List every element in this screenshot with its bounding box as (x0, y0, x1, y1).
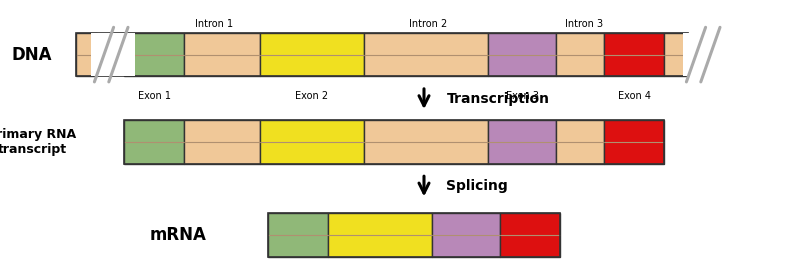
Text: Intron 1: Intron 1 (195, 19, 234, 29)
Text: Transcription: Transcription (446, 92, 550, 106)
Text: Splicing: Splicing (446, 179, 508, 193)
Bar (488, 33, 556, 76)
Bar (364, 120, 488, 164)
Bar (328, 213, 432, 257)
Bar (364, 33, 488, 76)
Bar (432, 213, 500, 257)
Text: Intron 3: Intron 3 (565, 19, 603, 29)
Bar (604, 33, 664, 76)
Text: Exon 4: Exon 4 (618, 91, 651, 102)
Bar (124, 120, 184, 164)
Text: Primary RNA
transcript: Primary RNA transcript (0, 128, 77, 156)
Bar (184, 33, 260, 76)
Text: mRNA: mRNA (150, 226, 206, 244)
Bar (268, 213, 560, 257)
Bar (124, 120, 664, 164)
Bar (124, 33, 184, 76)
Bar (268, 213, 328, 257)
Bar (96, 33, 97, 76)
Bar (260, 120, 364, 164)
Bar (91, 33, 135, 76)
Bar (184, 120, 260, 164)
Bar (260, 33, 364, 76)
Bar (556, 33, 604, 76)
Bar (664, 33, 688, 76)
Text: Exon 1: Exon 1 (138, 91, 171, 102)
Bar (604, 120, 664, 164)
Bar (76, 33, 96, 76)
Bar (500, 213, 560, 257)
Text: Exon 2: Exon 2 (295, 91, 329, 102)
Text: Exon 3: Exon 3 (506, 91, 539, 102)
Text: DNA: DNA (12, 46, 52, 64)
Bar (683, 33, 727, 76)
Bar (76, 33, 688, 76)
Bar (488, 120, 556, 164)
Bar (556, 120, 604, 164)
Text: Intron 2: Intron 2 (409, 19, 447, 29)
